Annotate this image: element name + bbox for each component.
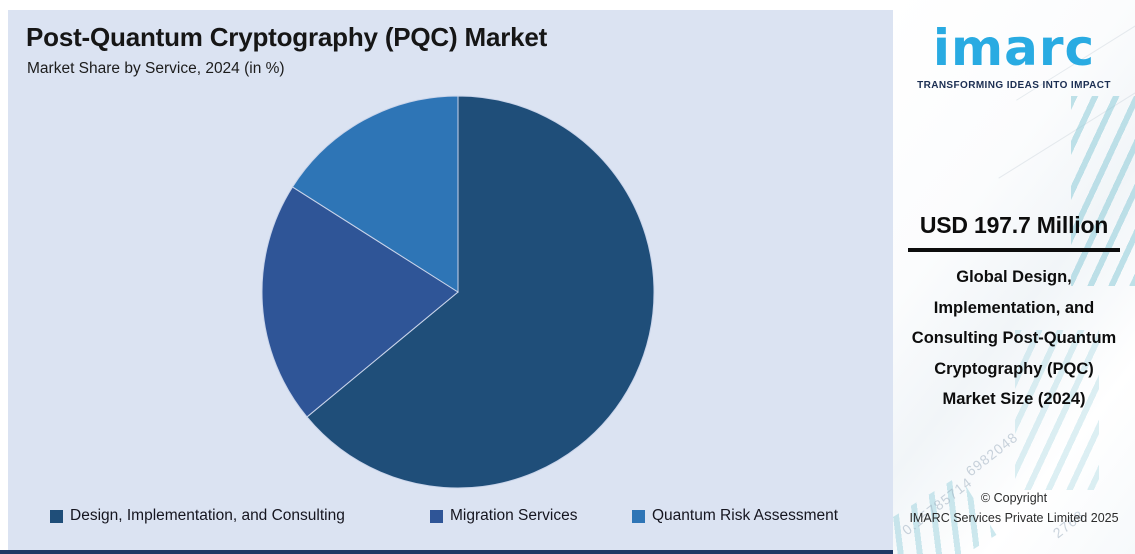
imarc-logo-tagline: TRANSFORMING IDEAS INTO IMPACT [917, 79, 1111, 91]
legend-item-quantum-risk-assessment: Quantum Risk Assessment [632, 506, 838, 526]
pie-slice-2 [291, 95, 459, 293]
imarc-logo: imarc TRANSFORMING IDEAS INTO IMPACT [893, 10, 1135, 91]
watermark-number: 6982048 [962, 428, 1021, 480]
copyright-line2: IMARC Services Private Limited 2025 [909, 511, 1119, 525]
legend-label: Migration Services [450, 507, 578, 524]
sidebar: 6982048 0.15785714 2768 imarc TRANSFORMI… [893, 0, 1135, 554]
legend-item-migration-services: Migration Services [430, 506, 578, 526]
pie-slice-0 [306, 95, 655, 489]
legend: Design, Implementation, and Consulting M… [8, 506, 893, 530]
legend-marker [632, 509, 645, 523]
page-title: Post-Quantum Cryptography (PQC) Market [26, 22, 548, 52]
pie-chart [261, 95, 655, 489]
divider [908, 248, 1120, 252]
market-value-block: USD 197.7 Million [893, 212, 1135, 252]
bottom-bar [0, 550, 1135, 554]
page-subtitle: Market Share by Service, 2024 (in %) [27, 60, 285, 77]
market-description: Global Design, Implementation, and Consu… [911, 268, 1117, 409]
copyright: © Copyright IMARC Services Private Limit… [893, 488, 1135, 528]
pie-chart-svg [261, 95, 655, 489]
background-hatch-decoration [1015, 330, 1099, 490]
legend-label: Quantum Risk Assessment [652, 507, 839, 524]
sidebar-background-decoration: 6982048 0.15785714 2768 [893, 0, 1135, 554]
imarc-logo-text: imarc [932, 19, 1096, 77]
pie-slice-1 [261, 186, 459, 418]
copyright-line1: © Copyright [980, 491, 1048, 505]
chart-panel: Post-Quantum Cryptography (PQC) Market M… [8, 10, 893, 550]
legend-item-design-implementation-consulting: Design, Implementation, and Consulting [50, 506, 345, 526]
legend-label: Design, Implementation, and Consulting [70, 507, 345, 524]
legend-marker [50, 509, 63, 523]
background-hatch-decoration [1071, 96, 1135, 286]
legend-marker [430, 509, 443, 523]
market-value: USD 197.7 Million [919, 212, 1109, 238]
